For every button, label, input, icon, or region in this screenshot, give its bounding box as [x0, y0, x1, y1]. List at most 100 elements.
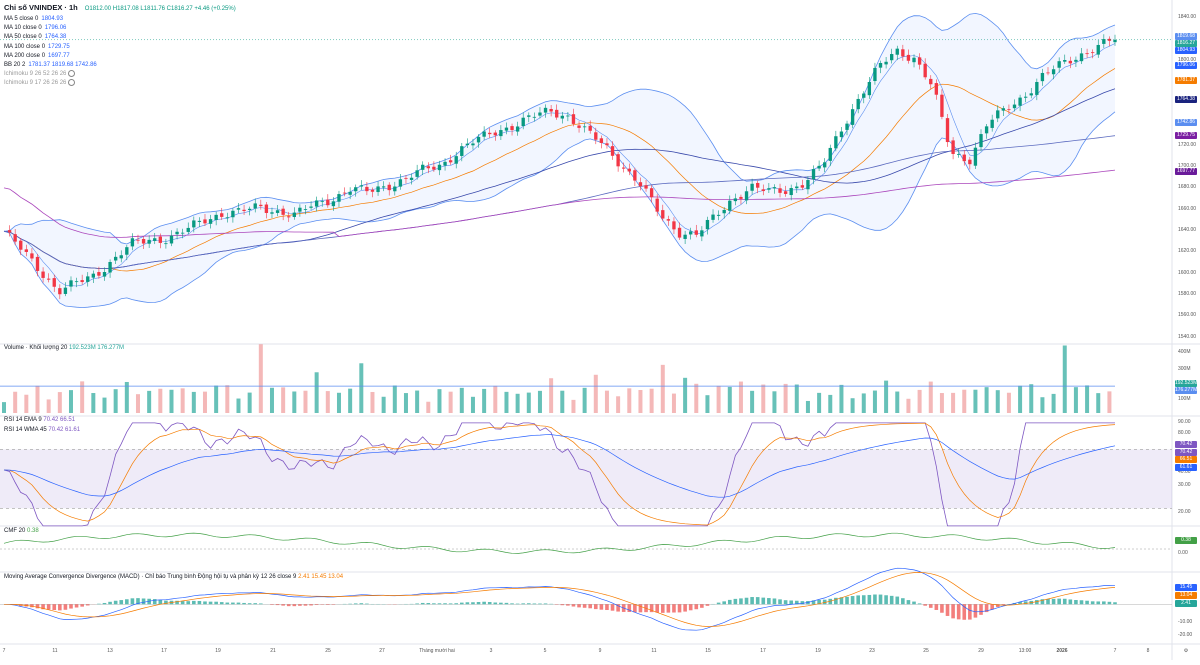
- macd-histogram-bar: [694, 604, 698, 609]
- candle-body: [175, 232, 178, 235]
- volume-bar: [236, 399, 240, 413]
- indicator-legend-row[interactable]: Ichimoku 9 26 52 26 26: [4, 70, 75, 79]
- candle-body: [58, 288, 61, 294]
- candle-body: [455, 156, 458, 164]
- rsi-label-1[interactable]: RSI 14 EMA 9: [4, 417, 42, 423]
- candle-body: [265, 205, 268, 213]
- volume-bar: [884, 381, 888, 413]
- indicator-legend-row[interactable]: Ichimoku 9 17 26 26 26: [4, 79, 75, 88]
- candle-body: [41, 272, 44, 278]
- macd-histogram-bar: [789, 600, 793, 604]
- time-axis-label: 2026: [1056, 648, 1067, 654]
- volume-bar: [1029, 384, 1033, 413]
- macd-histogram-bar: [845, 597, 849, 604]
- macd-tag: 13.04: [1175, 592, 1197, 599]
- cmf-value: 0.38: [27, 528, 39, 534]
- macd-histogram-bar: [968, 604, 972, 619]
- macd-label[interactable]: Moving Average Convergence Divergence (M…: [4, 574, 296, 580]
- macd-histogram-bar: [488, 602, 492, 604]
- price-axis-label: 1560.00: [1178, 312, 1196, 318]
- time-axis-label: 5: [544, 648, 547, 654]
- time-axis-label: 21: [270, 648, 276, 654]
- candle-body: [298, 208, 301, 212]
- candle-body: [365, 187, 368, 191]
- macd-histogram-bar: [873, 595, 877, 605]
- time-axis-label: 19: [215, 648, 221, 654]
- candle-body: [242, 210, 245, 211]
- candle-body: [745, 191, 748, 200]
- candle-body: [924, 64, 927, 78]
- candle-body: [616, 154, 619, 166]
- volume-bar: [460, 388, 464, 413]
- candle-body: [723, 210, 726, 213]
- candle-body: [817, 166, 820, 169]
- symbol-title[interactable]: Chỉ số VNINDEX · 1h: [4, 3, 78, 12]
- candle-body: [845, 124, 848, 130]
- candle-body: [572, 114, 575, 124]
- volume-bar: [538, 391, 542, 413]
- candle-body: [605, 143, 608, 145]
- rsi-tag: 70.42: [1175, 449, 1197, 456]
- candle-body: [750, 184, 753, 191]
- candle-body: [203, 219, 206, 223]
- candle-body: [164, 243, 167, 244]
- candle-body: [544, 108, 547, 113]
- eye-icon[interactable]: [68, 70, 75, 77]
- time-axis-label: Tháng mười hai: [419, 648, 455, 654]
- volume-bar: [24, 395, 28, 413]
- candle-body: [209, 219, 212, 224]
- gear-icon[interactable]: ⚙: [1184, 648, 1188, 654]
- candle-body: [728, 201, 731, 211]
- candle-body: [254, 203, 257, 208]
- candle-body: [276, 210, 279, 213]
- volume-bar: [672, 394, 676, 413]
- eye-icon[interactable]: [68, 79, 75, 86]
- volume-bar: [437, 389, 441, 413]
- rsi-label-2[interactable]: RSI 14 WMA 45: [4, 427, 47, 433]
- volume-bar: [158, 389, 162, 413]
- volume-bar: [560, 391, 564, 413]
- macd-histogram-bar: [884, 595, 888, 604]
- macd-histogram-bar: [862, 595, 866, 604]
- macd-histogram-bar: [594, 604, 598, 609]
- volume-bar: [1007, 393, 1011, 413]
- candle-body: [628, 169, 631, 172]
- price-tag: 1819.68: [1175, 33, 1197, 40]
- volume-bar: [47, 399, 51, 413]
- volume-bar: [806, 401, 810, 413]
- volume-bar: [449, 392, 453, 413]
- candle-body: [873, 68, 876, 81]
- macd-histogram-bar: [974, 604, 978, 617]
- candle-body: [784, 191, 787, 194]
- candle-body: [767, 188, 770, 189]
- macd-histogram-bar: [108, 602, 112, 604]
- volume-bar: [1040, 397, 1044, 413]
- volume-label[interactable]: Volume · Khối lượng 20: [4, 345, 67, 351]
- macd-histogram-bar: [739, 598, 743, 604]
- price-axis-label: 1620.00: [1178, 248, 1196, 254]
- candle-body: [946, 118, 949, 142]
- volume-bar: [292, 391, 296, 413]
- candle-body: [103, 272, 106, 277]
- macd-histogram-bar: [1102, 601, 1106, 604]
- volume-axis-label: 100M: [1178, 396, 1191, 402]
- volume-bar: [370, 392, 374, 413]
- volume-bar: [996, 390, 1000, 413]
- cmf-label[interactable]: CMF 20: [4, 528, 25, 534]
- macd-histogram-bar: [834, 598, 838, 604]
- volume-bar: [192, 392, 196, 413]
- volume-bar: [58, 392, 62, 413]
- candle-body: [711, 215, 714, 220]
- candle-body: [477, 137, 480, 143]
- macd-histogram-bar: [415, 603, 419, 604]
- candle-body: [1041, 73, 1044, 81]
- volume-bar: [772, 391, 776, 413]
